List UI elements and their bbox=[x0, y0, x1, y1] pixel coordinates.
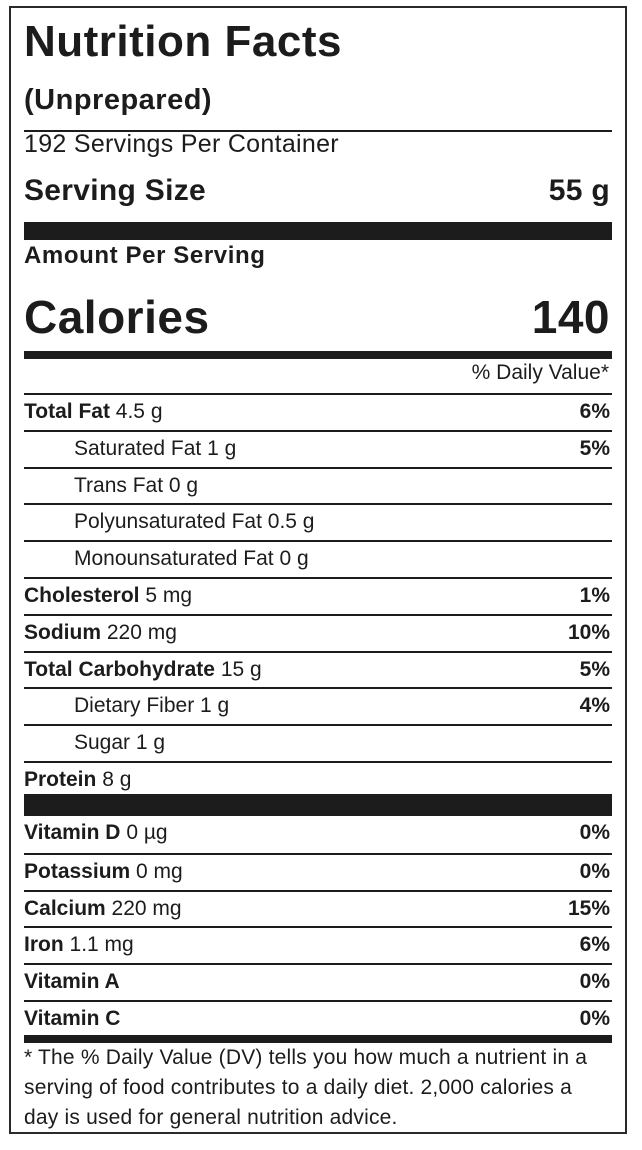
divider-thin bbox=[24, 130, 612, 132]
label-subtitle: (Unprepared) bbox=[24, 84, 213, 116]
nutrient-row: Total Fat 4.5 g 6% bbox=[24, 393, 612, 430]
nutrient-name: Trans Fat 0 g bbox=[24, 474, 198, 497]
calories-label: Calories bbox=[24, 291, 210, 343]
calories-row: Calories 140 bbox=[24, 294, 612, 340]
servings-per-container: 192 Servings Per Container bbox=[24, 130, 339, 158]
nutrient-label: Polyunsaturated Fat 0.5 g bbox=[74, 510, 315, 534]
nutrient-row: Vitamin A 0% bbox=[24, 963, 612, 1000]
nutrient-label: Trans Fat 0 g bbox=[74, 473, 199, 497]
daily-value-percent: 6% bbox=[579, 933, 610, 957]
nutrient-row: Potassium 0 mg 0% bbox=[24, 852, 612, 890]
serving-size-row: Serving Size 55 g bbox=[24, 176, 612, 206]
nutrient-amount: 0 µg bbox=[126, 821, 168, 844]
nutrient-name: Cholesterol 5 mg bbox=[24, 584, 192, 607]
nutrient-label: Total Fat bbox=[24, 400, 110, 423]
nutrient-label: Sodium bbox=[24, 620, 101, 644]
nutrient-name: Sugar 1 g bbox=[24, 731, 165, 754]
nutrition-facts-label: Nutrition Facts (Unprepared) 192 Serving… bbox=[9, 6, 627, 1134]
nutrient-name: Total Fat 4.5 g bbox=[24, 400, 163, 423]
nutrient-label: Monounsaturated Fat 0 g bbox=[74, 547, 309, 571]
nutrient-label: Vitamin A bbox=[24, 970, 120, 994]
nutrient-label: Cholesterol bbox=[24, 584, 140, 607]
nutrient-name: Vitamin D 0 µg bbox=[24, 821, 168, 844]
daily-value-percent: 1% bbox=[579, 584, 610, 607]
footnote: * The % Daily Value (DV) tells you how m… bbox=[24, 1046, 588, 1129]
nutrient-row: Polyunsaturated Fat 0.5 g bbox=[24, 503, 612, 540]
serving-size-label: Serving Size bbox=[24, 174, 207, 207]
daily-value-percent: 5% bbox=[579, 657, 610, 681]
nutrient-row: Trans Fat 0 g bbox=[24, 466, 612, 504]
nutrient-name: Monounsaturated Fat 0 g bbox=[24, 547, 309, 570]
daily-value-percent: 6% bbox=[579, 400, 610, 423]
daily-value-header: % Daily Value* bbox=[471, 361, 609, 384]
nutrient-label: Calcium bbox=[24, 896, 106, 920]
nutrient-label: Sugar 1 g bbox=[74, 731, 166, 755]
daily-value-percent: 10% bbox=[567, 620, 610, 644]
nutrient-row: Vitamin C 0% bbox=[24, 1000, 612, 1037]
nutrient-name: Dietary Fiber 1 g bbox=[24, 694, 229, 717]
nutrient-row: Saturated Fat 1 g 5% bbox=[24, 429, 612, 467]
nutrient-label: Total Carbohydrate bbox=[24, 657, 215, 681]
nutrient-row: Dietary Fiber 1 g 4% bbox=[24, 687, 612, 724]
calories-value: 140 bbox=[531, 291, 610, 343]
nutrient-label: Potassium bbox=[24, 859, 131, 883]
nutrient-row: Calcium 220 mg 15% bbox=[24, 889, 612, 927]
nutrient-row: Cholesterol 5 mg 1% bbox=[24, 577, 612, 614]
nutrient-amount: 220 mg bbox=[111, 896, 182, 920]
nutrient-name: Sodium 220 mg bbox=[24, 621, 177, 644]
nutrient-amount: 8 g bbox=[102, 768, 132, 791]
daily-value-percent: 0% bbox=[579, 970, 610, 994]
divider-thick bbox=[24, 222, 612, 240]
nutrient-row: Iron 1.1 mg 6% bbox=[24, 926, 612, 963]
nutrient-amount: 1.1 mg bbox=[69, 933, 134, 957]
nutrient-name: Calcium 220 mg bbox=[24, 897, 182, 920]
daily-value-percent: 0% bbox=[579, 821, 610, 844]
nutrient-name: Vitamin A bbox=[24, 970, 120, 993]
nutrient-label: Protein bbox=[24, 768, 97, 791]
nutrient-name: Polyunsaturated Fat 0.5 g bbox=[24, 510, 315, 533]
nutrient-label: Saturated Fat 1 g bbox=[74, 436, 237, 460]
nutrient-label: Iron bbox=[24, 933, 64, 957]
amount-per-serving: Amount Per Serving bbox=[24, 242, 266, 269]
daily-value-percent: 15% bbox=[567, 896, 610, 920]
nutrient-row: Vitamin D 0 µg 0% bbox=[24, 816, 612, 853]
divider-footnote bbox=[24, 1035, 612, 1043]
daily-value-percent: 0% bbox=[579, 1007, 610, 1030]
nutrient-name: Vitamin C bbox=[24, 1007, 120, 1030]
nutrient-name: Potassium 0 mg bbox=[24, 860, 183, 883]
serving-size-value: 55 g bbox=[548, 174, 610, 207]
nutrient-name: Protein 8 g bbox=[24, 768, 131, 791]
nutrient-row: Total Carbohydrate 15 g 5% bbox=[24, 650, 612, 688]
nutrient-amount: 0 mg bbox=[136, 859, 183, 883]
nutrient-name: Iron 1.1 mg bbox=[24, 933, 134, 956]
nutrient-amount: 15 g bbox=[220, 657, 262, 681]
daily-value-percent: 0% bbox=[579, 859, 610, 883]
nutrient-name: Saturated Fat 1 g bbox=[24, 437, 236, 460]
daily-value-percent: 4% bbox=[579, 694, 610, 718]
nutrient-label: Dietary Fiber 1 g bbox=[74, 694, 230, 718]
nutrient-label: Vitamin D bbox=[24, 821, 121, 844]
label-title: Nutrition Facts bbox=[24, 17, 342, 66]
nutrient-amount: 5 mg bbox=[145, 584, 193, 607]
nutrient-amount: 220 mg bbox=[106, 620, 177, 644]
nutrient-label: Vitamin C bbox=[24, 1007, 121, 1030]
nutrient-amount: 4.5 g bbox=[115, 400, 163, 423]
nutrient-row: Monounsaturated Fat 0 g bbox=[24, 540, 612, 577]
daily-value-percent: 5% bbox=[579, 436, 610, 460]
nutrient-name: Total Carbohydrate 15 g bbox=[24, 658, 262, 681]
nutrient-row: Sodium 220 mg 10% bbox=[24, 613, 612, 651]
divider-medium bbox=[24, 351, 612, 359]
label-content: Nutrition Facts (Unprepared) 192 Serving… bbox=[24, 8, 612, 1132]
nutrient-row: Protein 8 g bbox=[24, 761, 612, 798]
divider-thick-vitamins bbox=[24, 794, 612, 816]
nutrient-row: Sugar 1 g bbox=[24, 724, 612, 761]
